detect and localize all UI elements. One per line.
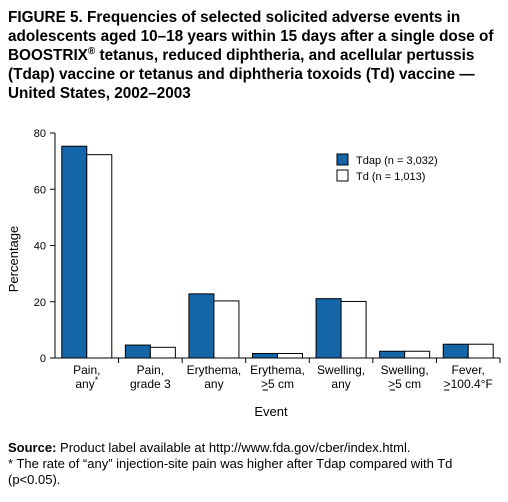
bar-tdap (315, 298, 342, 359)
x-tick-label-line1: Swelling, (317, 363, 365, 377)
x-tick-label-line1: Pain, (73, 363, 100, 377)
footnote-marker: * (8, 456, 14, 471)
registered-mark: ® (87, 46, 96, 57)
y-axis: 0 20 40 60 80 (34, 128, 56, 365)
x-tick-label: Erythema, >5 cm (250, 363, 305, 391)
legend: Tdap (n = 3,032) Td (n = 1,013) (336, 153, 438, 183)
bar-tdap (252, 353, 278, 359)
legend-swatch (336, 153, 349, 166)
y-tick-label: 0 (40, 353, 46, 365)
bar-td (149, 346, 176, 359)
x-tick-label-line1: Fever, (452, 363, 485, 377)
bar-td (467, 343, 494, 359)
x-tick-label: Erythema, any (187, 363, 242, 391)
legend-label: Tdap (n = 3,032) (356, 155, 438, 167)
x-tick-label-line1: Pain, (137, 363, 164, 377)
legend-label: Td (n = 1,013) (356, 171, 425, 183)
x-tick-label-line2: any (204, 377, 223, 391)
bars (61, 145, 494, 359)
footnote-text: The rate of “any” injection-site pain wa… (8, 456, 453, 487)
bar-tdap (61, 145, 88, 359)
x-tick-label-line2: any (75, 377, 94, 391)
x-tick-label-line2: >100.4°F (444, 377, 493, 391)
bar-tdap (442, 343, 469, 359)
bar-tdap (379, 350, 406, 359)
x-tick-label-line2: >5 cm (261, 377, 294, 391)
figure-title-main: FIGURE 5. Frequencies of selected solici… (8, 9, 494, 64)
x-tick-label-line2: grade 3 (130, 377, 171, 391)
bar-td (404, 350, 431, 359)
bar-td (277, 353, 303, 359)
bar-td (340, 300, 367, 359)
bar-tdap (188, 293, 215, 359)
footnote-line: * The rate of “any” injection-site pain … (8, 456, 504, 488)
x-tick-label: Swelling, any (317, 363, 365, 391)
source-label: Source: (8, 440, 57, 455)
footnote-marker-label: * (95, 375, 99, 385)
y-axis-label: Percentage (6, 226, 21, 293)
x-tick-label: Pain, any* (73, 363, 100, 391)
source-text: Product label available at http://www.fd… (56, 440, 411, 455)
figure-title: FIGURE 5. Frequencies of selected solici… (8, 8, 502, 103)
bar-tdap (124, 344, 151, 359)
bar-td (86, 154, 113, 359)
x-tick-label: Fever, >100.4°F (444, 363, 493, 391)
x-axis-label: Event (254, 404, 288, 419)
x-tick-label-line1: Erythema, (250, 363, 305, 377)
y-tick-label: 40 (34, 241, 46, 253)
y-tick-label: 20 (34, 297, 46, 309)
y-tick-label: 60 (34, 184, 46, 196)
x-tick-label-line2: any (331, 377, 350, 391)
x-tick-label: Pain, grade 3 (130, 363, 171, 391)
y-tick-label: 80 (34, 128, 46, 140)
figure-title-rest: tetanus, reduced diphtheria, and acellul… (8, 47, 475, 102)
x-tick-label-line1: Swelling, (381, 363, 429, 377)
figure-footer: Source: Product label available at http:… (8, 440, 504, 488)
source-line: Source: Product label available at http:… (8, 440, 504, 456)
x-tick-label-line2: >5 cm (388, 377, 421, 391)
legend-swatch (336, 169, 349, 182)
bar-td (213, 300, 240, 359)
x-tick-label-line1: Erythema, (187, 363, 242, 377)
x-tick-label: Swelling, >5 cm (381, 363, 429, 391)
